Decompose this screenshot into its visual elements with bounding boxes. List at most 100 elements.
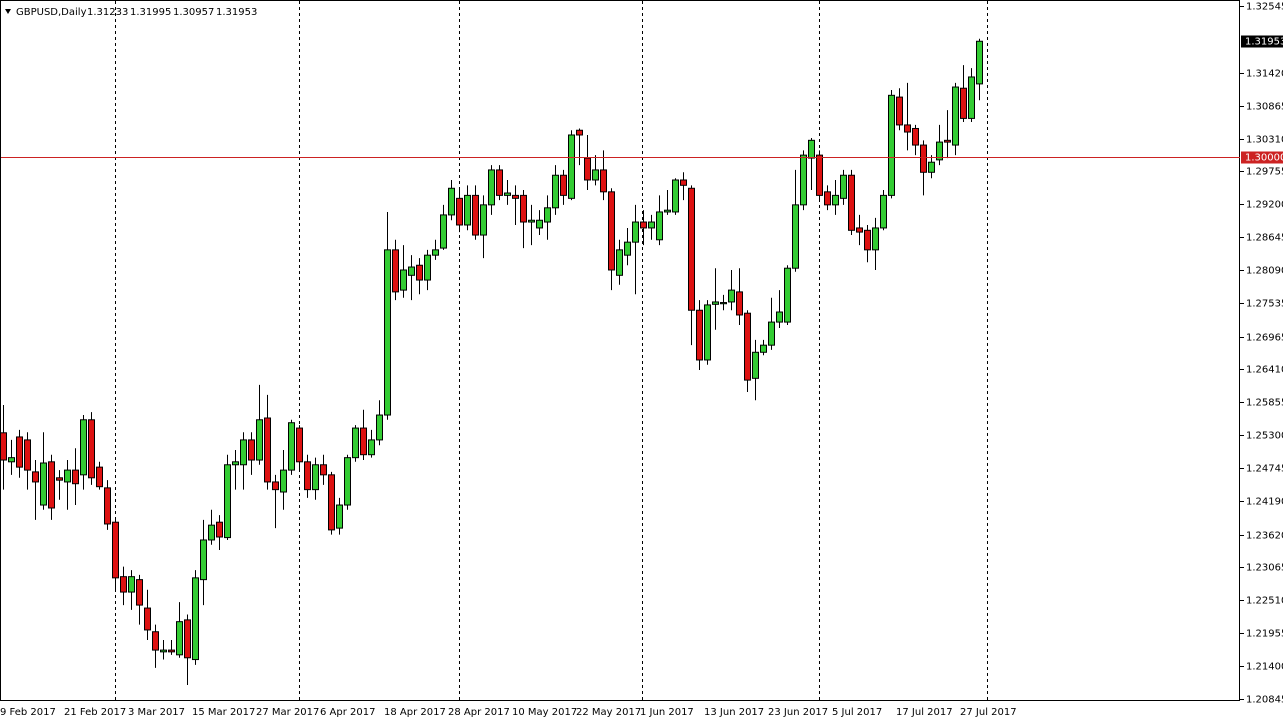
x-tick-label: 27 Jul 2017	[960, 707, 1017, 718]
candle-body	[504, 192, 511, 196]
candle-body	[40, 462, 47, 506]
x-tick-label: 23 Jun 2017	[768, 707, 828, 718]
candle-body	[856, 227, 863, 233]
candle-body	[464, 194, 471, 226]
menu-triangle	[5, 9, 11, 14]
candle-body	[456, 197, 463, 226]
y-tick-label: 1.29200	[1246, 200, 1283, 211]
y-tick-label: 1.21955	[1246, 629, 1283, 640]
y-tick-label: 1.29755	[1246, 167, 1283, 178]
candle-body	[904, 124, 911, 133]
y-tick-label: 1.26965	[1246, 333, 1283, 344]
candle-body	[48, 461, 55, 509]
candle-body	[584, 157, 591, 181]
x-tick-label: 18 Apr 2017	[384, 707, 446, 718]
y-tick-label: 1.25300	[1246, 431, 1283, 442]
candle-body	[888, 94, 895, 196]
candle-body	[912, 127, 919, 146]
candle-body	[416, 264, 423, 281]
candle-body	[304, 461, 311, 491]
candle-body	[936, 141, 943, 161]
candle-body	[200, 539, 207, 581]
candle-body	[744, 312, 751, 381]
candle-body	[8, 457, 15, 463]
y-tick-label: 1.30310	[1246, 135, 1283, 146]
candle-body	[152, 631, 159, 651]
candle-body	[832, 194, 839, 206]
candle-body	[328, 474, 335, 531]
candle-body	[64, 469, 71, 483]
candle-body	[648, 221, 655, 229]
level-label: 1.30000	[1245, 153, 1283, 164]
candle-body	[656, 211, 663, 241]
y-tick-label: 1.23620	[1246, 531, 1283, 542]
candle-body	[216, 521, 223, 538]
candle-body	[728, 289, 735, 303]
candle-body	[512, 194, 519, 199]
candles	[0, 38, 983, 686]
candle-body	[768, 321, 775, 346]
candle-body	[864, 229, 871, 251]
candle-body	[480, 204, 487, 236]
candle-body	[896, 96, 903, 126]
x-tick-label: 17 Jul 2017	[896, 707, 953, 718]
candle-body	[296, 427, 303, 463]
x-tick-label: 27 Mar 2017	[256, 707, 319, 718]
candle-body	[960, 87, 967, 119]
plot-frame	[0, 0, 1240, 701]
candle-body	[224, 464, 231, 539]
y-tick-label: 1.27535	[1246, 299, 1283, 310]
candle-body	[400, 269, 407, 291]
y-tick-label: 1.32545	[1246, 2, 1283, 13]
y-tick-label: 1.24190	[1246, 497, 1283, 508]
candle-body	[80, 419, 87, 476]
x-tick-label: 10 May 2017	[512, 707, 577, 718]
candle-body	[528, 219, 535, 223]
candle-body	[440, 214, 447, 249]
candle-body	[952, 86, 959, 146]
candle-body	[368, 439, 375, 456]
y-tick-label: 1.21400	[1246, 662, 1283, 673]
candle-body	[944, 139, 951, 143]
candle-body	[272, 481, 279, 491]
x-tick-label: 15 Mar 2017	[192, 707, 255, 718]
header-high: 1.31995	[130, 7, 171, 18]
candle-body	[608, 191, 615, 271]
candle-body	[632, 221, 639, 243]
last-price-label: 1.31953	[1245, 37, 1283, 48]
level-label-box	[1241, 151, 1283, 164]
candle-body	[432, 249, 439, 256]
candle-body	[176, 621, 183, 656]
header-close: 1.31953	[216, 7, 257, 18]
candle-body	[112, 521, 119, 579]
y-tick-label: 1.24745	[1246, 464, 1283, 475]
candle-body	[168, 649, 175, 653]
x-tick-label: 9 Feb 2017	[0, 707, 56, 718]
candle-body	[144, 607, 151, 631]
candle-body	[344, 457, 351, 506]
candle-body	[320, 464, 327, 476]
y-tick-label: 1.28090	[1246, 266, 1283, 277]
y-tick-label: 1.28645	[1246, 233, 1283, 244]
candle-body	[672, 179, 679, 213]
candle-body	[544, 207, 551, 223]
candle-body	[496, 169, 503, 196]
candle-body	[56, 477, 63, 481]
candle-body	[688, 187, 695, 311]
candle-body	[840, 174, 847, 199]
candle-body	[784, 267, 791, 323]
candle-body	[408, 266, 415, 276]
y-tick-label: 1.26410	[1246, 365, 1283, 376]
y-tick-label: 1.20845	[1246, 695, 1283, 706]
candle-body	[280, 469, 287, 493]
candle-body	[568, 134, 575, 199]
candle-body	[88, 419, 95, 479]
candle-body	[816, 154, 823, 196]
candle-body	[720, 302, 727, 305]
candle-body	[288, 422, 295, 471]
x-tick-label: 28 Apr 2017	[448, 707, 510, 718]
candle-body	[592, 169, 599, 181]
